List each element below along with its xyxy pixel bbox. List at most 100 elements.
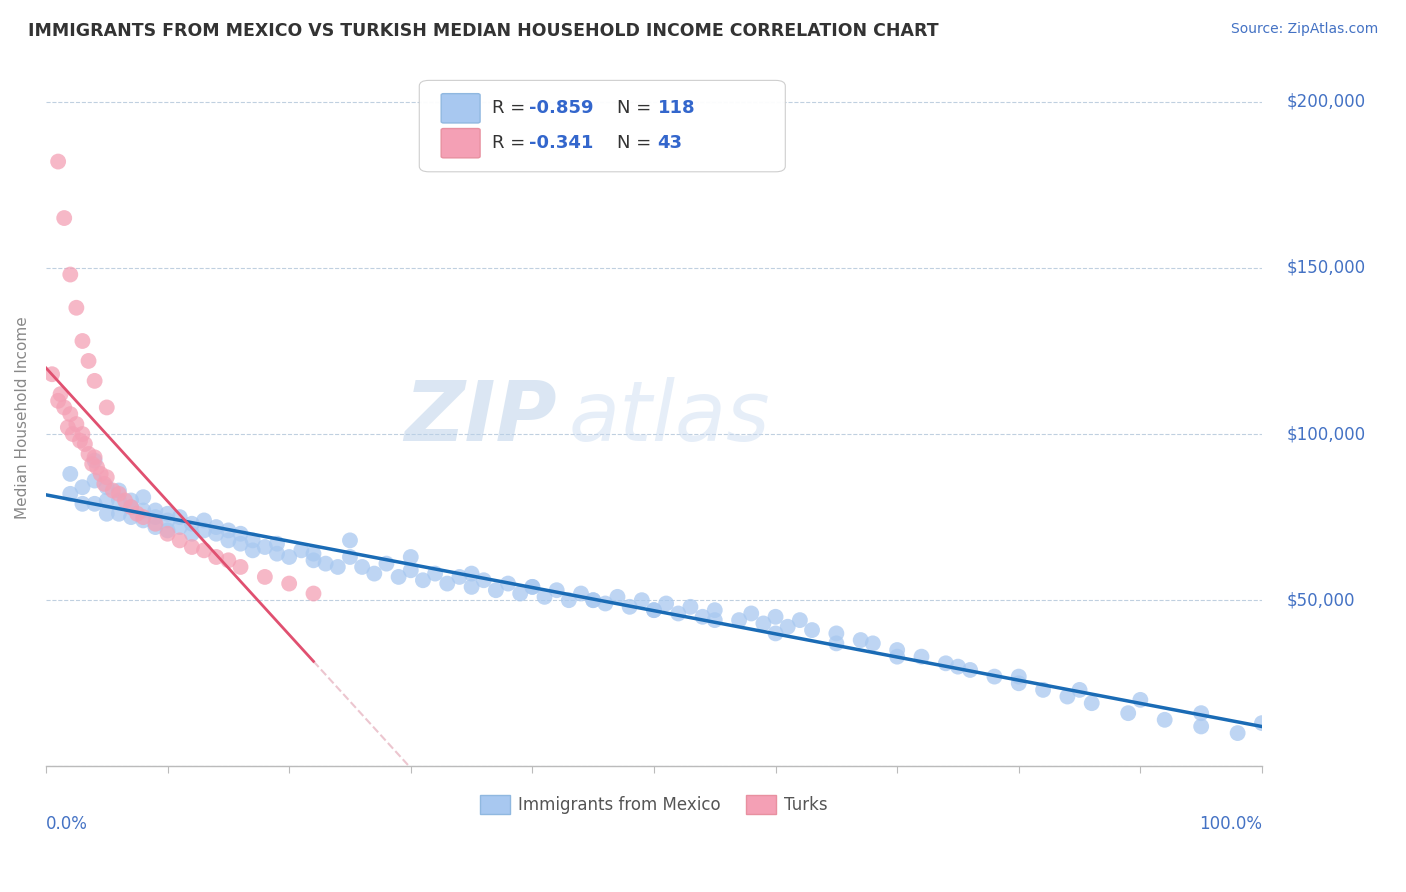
Point	[83, 474, 105, 488]
Point	[242, 533, 264, 548]
Point	[169, 510, 191, 524]
Point	[56, 420, 79, 434]
Point	[1008, 670, 1031, 684]
Point	[156, 524, 179, 538]
Point	[862, 636, 884, 650]
Point	[72, 334, 94, 348]
Point	[533, 590, 555, 604]
Point	[217, 533, 239, 548]
Point	[62, 427, 84, 442]
Point	[83, 497, 105, 511]
Point	[765, 626, 787, 640]
Point	[935, 657, 957, 671]
Point	[65, 417, 87, 431]
Point	[49, 387, 72, 401]
Point	[679, 599, 702, 614]
Text: $100,000: $100,000	[1286, 425, 1365, 443]
Point	[217, 524, 239, 538]
Point	[703, 613, 725, 627]
Legend: Immigrants from Mexico, Turks: Immigrants from Mexico, Turks	[474, 789, 835, 821]
Point	[156, 526, 179, 541]
Point	[375, 557, 398, 571]
Point	[59, 487, 82, 501]
Point	[278, 576, 301, 591]
Point	[582, 593, 605, 607]
Point	[132, 503, 155, 517]
Point	[595, 597, 617, 611]
Point	[1032, 682, 1054, 697]
Text: 0.0%: 0.0%	[46, 815, 87, 833]
Point	[132, 490, 155, 504]
Point	[740, 607, 762, 621]
Point	[825, 636, 848, 650]
Point	[120, 500, 142, 515]
Point	[132, 510, 155, 524]
Point	[96, 401, 118, 415]
Point	[399, 549, 422, 564]
Point	[145, 510, 167, 524]
Point	[266, 547, 288, 561]
Point	[302, 553, 325, 567]
Point	[46, 154, 69, 169]
Point	[472, 573, 495, 587]
Point	[522, 580, 544, 594]
Point	[96, 480, 118, 494]
Point	[156, 507, 179, 521]
Point	[1008, 676, 1031, 690]
Text: $50,000: $50,000	[1286, 591, 1355, 609]
Point	[72, 497, 94, 511]
Point	[101, 483, 124, 498]
Point	[193, 543, 215, 558]
Point	[339, 549, 361, 564]
Point	[114, 493, 136, 508]
Point	[53, 211, 76, 225]
Point	[849, 633, 872, 648]
Text: N =: N =	[617, 134, 658, 153]
Point	[193, 513, 215, 527]
Point	[1153, 713, 1175, 727]
Point	[96, 493, 118, 508]
Point	[619, 599, 641, 614]
Point	[886, 649, 908, 664]
Point	[229, 537, 252, 551]
Point	[558, 593, 581, 607]
Point	[423, 566, 446, 581]
Point	[302, 547, 325, 561]
Point	[801, 623, 824, 637]
Text: R =: R =	[492, 134, 531, 153]
Point	[41, 368, 63, 382]
Point	[983, 670, 1005, 684]
Point	[169, 520, 191, 534]
Point	[776, 620, 799, 634]
Point	[278, 549, 301, 564]
Point	[53, 401, 76, 415]
Point	[93, 476, 115, 491]
Point	[96, 507, 118, 521]
Point	[83, 374, 105, 388]
Point	[90, 467, 112, 481]
Point	[242, 543, 264, 558]
Point	[522, 580, 544, 594]
Point	[655, 597, 678, 611]
Point	[253, 570, 276, 584]
Point	[59, 467, 82, 481]
Point	[302, 586, 325, 600]
Point	[229, 560, 252, 574]
Text: Source: ZipAtlas.com: Source: ZipAtlas.com	[1230, 22, 1378, 37]
Text: IMMIGRANTS FROM MEXICO VS TURKISH MEDIAN HOUSEHOLD INCOME CORRELATION CHART: IMMIGRANTS FROM MEXICO VS TURKISH MEDIAN…	[28, 22, 939, 40]
FancyBboxPatch shape	[441, 128, 479, 158]
Point	[120, 510, 142, 524]
Text: 118: 118	[658, 99, 695, 117]
Point	[59, 268, 82, 282]
Point	[205, 549, 228, 564]
Point	[229, 526, 252, 541]
Text: ZIP: ZIP	[404, 377, 557, 458]
Point	[108, 507, 131, 521]
Point	[82, 457, 104, 471]
Point	[765, 609, 787, 624]
Point	[145, 520, 167, 534]
Point	[120, 500, 142, 515]
Point	[339, 533, 361, 548]
Point	[77, 447, 100, 461]
Point	[72, 480, 94, 494]
